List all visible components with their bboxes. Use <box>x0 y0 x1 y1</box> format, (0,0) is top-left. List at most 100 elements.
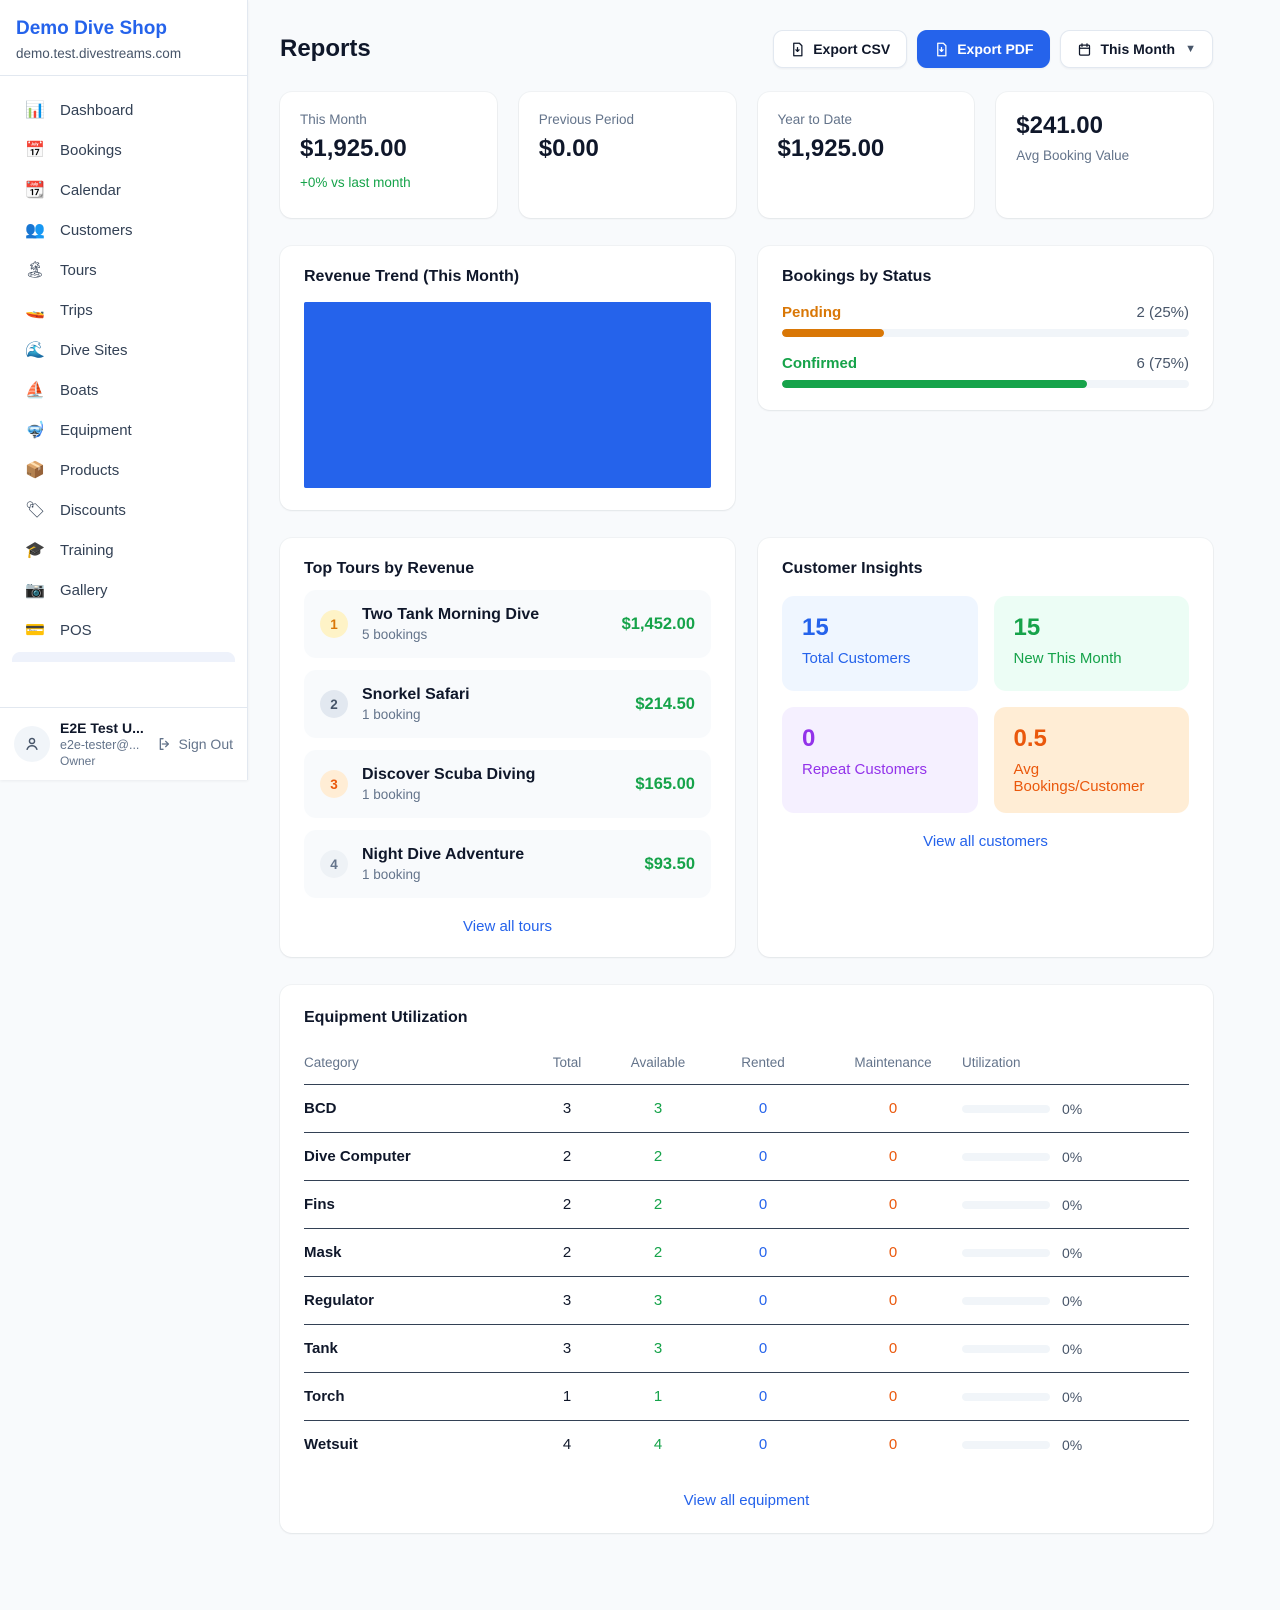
user-role: Owner <box>60 754 96 768</box>
cell-total: 3 <box>520 1084 614 1133</box>
stat-label: This Month <box>300 112 367 127</box>
cell-total: 3 <box>520 1276 614 1325</box>
cell-available: 1 <box>614 1372 702 1421</box>
status-row-confirmed: Confirmed 6 (75%) <box>782 355 1189 388</box>
top-tours-card: Top Tours by Revenue 1 Two Tank Morning … <box>280 538 735 957</box>
sidebar-item-label: Customers <box>60 221 133 239</box>
status-count: 2 (25%) <box>1136 304 1189 321</box>
document-download-icon <box>937 42 947 56</box>
column-header-total: Total <box>520 1047 614 1085</box>
sidebar-item-customers[interactable]: 👥 Customers <box>12 210 235 250</box>
page-title: Reports <box>280 35 371 62</box>
table-row: Dive Computer 2 2 0 0 0% <box>304 1132 1189 1181</box>
insight-tile-repeat-customers: 0 Repeat Customers <box>782 707 978 813</box>
utilization-percent: 0% <box>1062 1292 1083 1309</box>
cell-utilization: 0% <box>962 1324 1189 1373</box>
graduation-cap-icon: 🎓 <box>25 542 45 559</box>
sidebar-item-label: Dive Sites <box>60 341 128 359</box>
sidebar-item-pos[interactable]: 💳 POS <box>12 610 235 650</box>
utilization-bar-track <box>962 1248 1050 1257</box>
stat-value: $1,925.00 <box>777 135 885 162</box>
user-name: E2E Test U... <box>60 720 144 736</box>
export-csv-button[interactable]: Export CSV <box>773 30 908 68</box>
cell-category: BCD <box>304 1084 520 1133</box>
cell-rented: 0 <box>702 1228 824 1277</box>
sidebar-item-dive-sites[interactable]: 🌊 Dive Sites <box>12 330 235 370</box>
tour-revenue: $1,452.00 <box>621 614 695 633</box>
brand-block: Demo Dive Shop demo.test.divestreams.com <box>0 0 247 76</box>
package-icon: 📦 <box>25 462 45 479</box>
avatar <box>14 726 50 762</box>
sidebar-item-trips[interactable]: 🚤 Trips <box>12 290 235 330</box>
insight-value: 15 <box>1013 614 1041 641</box>
sidebar-item-tours[interactable]: 🏝 Tours <box>12 250 235 290</box>
revenue-trend-title: Revenue Trend (This Month) <box>304 268 520 285</box>
cell-utilization: 0% <box>962 1084 1189 1133</box>
period-select[interactable]: This Month ▼ <box>1060 30 1213 68</box>
person-icon <box>26 737 38 750</box>
stat-label: Previous Period <box>538 112 635 127</box>
sidebar-item-dashboard[interactable]: 📊 Dashboard <box>12 90 235 130</box>
stat-value: $241.00 <box>1016 112 1104 139</box>
sidebar-item-training[interactable]: 🎓 Training <box>12 530 235 570</box>
cell-rented: 0 <box>702 1276 824 1325</box>
cell-rented: 0 <box>702 1132 824 1181</box>
sidebar-item-label: Boats <box>60 381 99 399</box>
insight-label: Repeat Customers <box>802 761 928 778</box>
table-row: Tank 3 3 0 0 0% <box>304 1324 1189 1373</box>
tour-bookings: 5 bookings <box>362 627 428 642</box>
user-panel: E2E Test U... e2e-tester@... Owner Sign … <box>0 707 247 780</box>
column-header-maintenance: Maintenance <box>824 1047 962 1085</box>
island-icon: 🏝 <box>24 262 46 279</box>
sidebar-item-label: Discounts <box>60 501 126 519</box>
sidebar-item-calendar[interactable]: 📆 Calendar <box>12 170 235 210</box>
sign-out-button[interactable]: Sign Out <box>157 736 233 752</box>
sidebar-item-label: Training <box>60 541 114 559</box>
cell-total: 1 <box>520 1372 614 1421</box>
sidebar-item-boats[interactable]: ⛵ Boats <box>12 370 235 410</box>
credit-card-icon: 💳 <box>25 622 45 639</box>
shop-name: Demo Dive Shop <box>16 18 167 39</box>
export-pdf-button[interactable]: Export PDF <box>917 30 1051 68</box>
tour-name: Two Tank Morning Dive <box>362 606 540 623</box>
cell-total: 2 <box>520 1180 614 1229</box>
sidebar-item-equipment[interactable]: 🤿 Equipment <box>12 410 235 450</box>
sidebar-item-discounts[interactable]: 🏷 Discounts <box>12 490 235 530</box>
cell-utilization: 0% <box>962 1132 1189 1181</box>
sidebar-item-bookings[interactable]: 📅 Bookings <box>12 130 235 170</box>
cell-category: Regulator <box>304 1276 520 1325</box>
bar-chart-icon: 📊 <box>25 102 45 119</box>
tour-revenue: $165.00 <box>635 774 695 793</box>
view-all-equipment-link[interactable]: View all equipment <box>683 1492 810 1509</box>
calendar-date-icon: 📅 <box>25 142 45 159</box>
rank-badge: 3 <box>320 770 348 798</box>
view-all-tours-link[interactable]: View all tours <box>463 918 552 935</box>
cell-maintenance: 0 <box>824 1084 962 1133</box>
column-header-utilization: Utilization <box>962 1047 1189 1085</box>
insight-value: 15 <box>802 614 829 641</box>
cell-total: 2 <box>520 1132 614 1181</box>
chevron-down-icon: ▼ <box>1185 43 1196 55</box>
utilization-percent: 0% <box>1062 1436 1083 1453</box>
sidebar-item-reports-partial[interactable] <box>12 652 235 662</box>
tour-row: 1 Two Tank Morning Dive 5 bookings $1,45… <box>304 590 711 658</box>
sidebar-item-gallery[interactable]: 📷 Gallery <box>12 570 235 610</box>
view-all-customers-link[interactable]: View all customers <box>923 833 1048 850</box>
tear-off-calendar-icon: 📆 <box>25 182 45 199</box>
utilization-bar-track <box>962 1200 1050 1209</box>
table-row: Torch 1 1 0 0 0% <box>304 1372 1189 1421</box>
tour-name: Snorkel Safari <box>362 686 470 703</box>
main-content: Reports Export CSV Export PDF This Month <box>280 0 1213 1573</box>
stat-value: $1,925.00 <box>300 135 407 162</box>
cell-category: Torch <box>304 1372 520 1421</box>
sidebar-item-products[interactable]: 📦 Products <box>12 450 235 490</box>
cell-total: 3 <box>520 1324 614 1373</box>
table-row: Fins 2 2 0 0 0% <box>304 1180 1189 1229</box>
equipment-utilization-card: Equipment Utilization Category Total Ava… <box>280 985 1213 1533</box>
utilization-bar-track <box>962 1344 1050 1353</box>
cell-available: 3 <box>614 1276 702 1325</box>
stat-value: $0.00 <box>538 135 599 162</box>
insight-label: Total Customers <box>802 650 911 667</box>
customer-insights-title: Customer Insights <box>782 560 923 577</box>
cell-utilization: 0% <box>962 1228 1189 1277</box>
